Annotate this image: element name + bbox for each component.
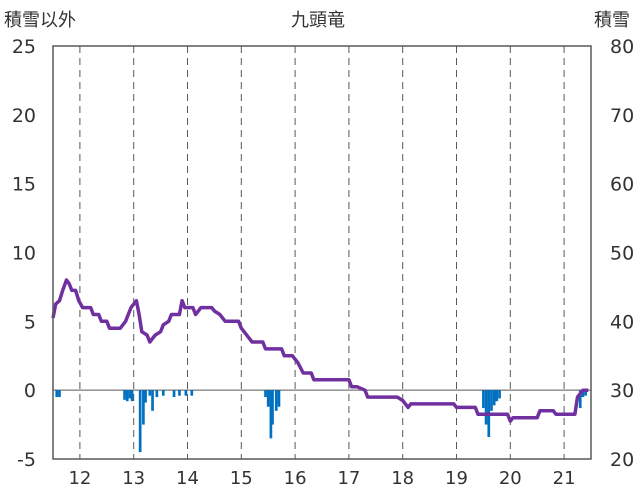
precip-bar: [123, 390, 126, 400]
x-tick-label: 14: [176, 468, 199, 489]
precip-bar: [161, 390, 165, 396]
right-tick-label: 40: [610, 311, 634, 333]
precip-bar: [148, 390, 152, 396]
plot-frame: [52, 45, 592, 460]
left-tick-label: 0: [24, 380, 36, 402]
right-tick-label: 30: [610, 380, 634, 402]
precip-bar: [128, 390, 132, 399]
precip-bar: [484, 390, 488, 425]
right-tick-label: 60: [610, 174, 634, 196]
precip-bar: [495, 390, 499, 402]
precip-bar: [151, 390, 154, 411]
left-tick-label: 15: [12, 174, 36, 196]
left-tick-label: 25: [12, 36, 36, 58]
precip-bar: [482, 390, 485, 409]
precip-bar: [498, 390, 501, 399]
x-tick-label: 17: [337, 468, 360, 489]
precip-bar: [584, 390, 587, 396]
x-tick-label: 15: [230, 468, 253, 489]
left-axis-label: 積雪以外: [4, 10, 76, 31]
x-tick-label: 16: [284, 468, 307, 489]
precip-bar: [55, 390, 59, 398]
x-tick-label: 13: [122, 468, 145, 489]
precip-bar: [578, 390, 582, 409]
x-tick-label: 18: [391, 468, 414, 489]
x-tick-label: 12: [68, 468, 91, 489]
precip-bar: [184, 390, 188, 396]
precip-bar: [269, 390, 273, 439]
precip-bar: [266, 390, 270, 407]
x-tick-labels: 12 13 14 15 16 17 18 19 20 21: [68, 468, 575, 489]
precip-bar: [142, 390, 145, 425]
snow-depth-line: [51, 278, 589, 423]
left-tick-label: 20: [12, 105, 36, 127]
precip-bar: [58, 390, 61, 398]
precip-bar: [190, 390, 194, 396]
left-tick-labels: 25 20 15 10 5 0 -5: [12, 36, 36, 471]
precip-bar: [264, 390, 267, 398]
precip-bar: [274, 390, 278, 411]
grid: [79, 46, 565, 459]
bar-series: [55, 390, 587, 453]
precip-bar: [271, 390, 274, 425]
precip-bar: [155, 390, 159, 398]
precip-bar: [178, 390, 181, 396]
right-tick-labels: 80 70 60 50 40 30 20: [610, 36, 634, 471]
x-tick-label: 20: [499, 468, 522, 489]
precip-bar: [144, 390, 147, 403]
left-tick-label: 10: [12, 243, 36, 265]
precip-bar: [490, 390, 493, 411]
right-tick-label: 20: [610, 449, 634, 471]
right-tick-label: 80: [610, 36, 634, 58]
precip-bar: [492, 390, 496, 406]
left-tick-label: 5: [24, 311, 36, 333]
precip-bar: [277, 390, 281, 407]
right-tick-label: 50: [610, 243, 634, 265]
left-tick-label: -5: [17, 449, 36, 471]
precip-bar: [130, 390, 134, 402]
right-axis-label: 積雪: [594, 10, 630, 31]
precip-bar: [138, 390, 142, 453]
right-tick-label: 70: [610, 105, 634, 127]
precip-bar: [172, 390, 176, 398]
x-tick-label: 19: [445, 468, 468, 489]
precip-bar: [581, 390, 585, 398]
chart-title: 九頭竜: [291, 10, 345, 31]
x-tick-label: 21: [553, 468, 576, 489]
precip-bar: [125, 390, 129, 402]
